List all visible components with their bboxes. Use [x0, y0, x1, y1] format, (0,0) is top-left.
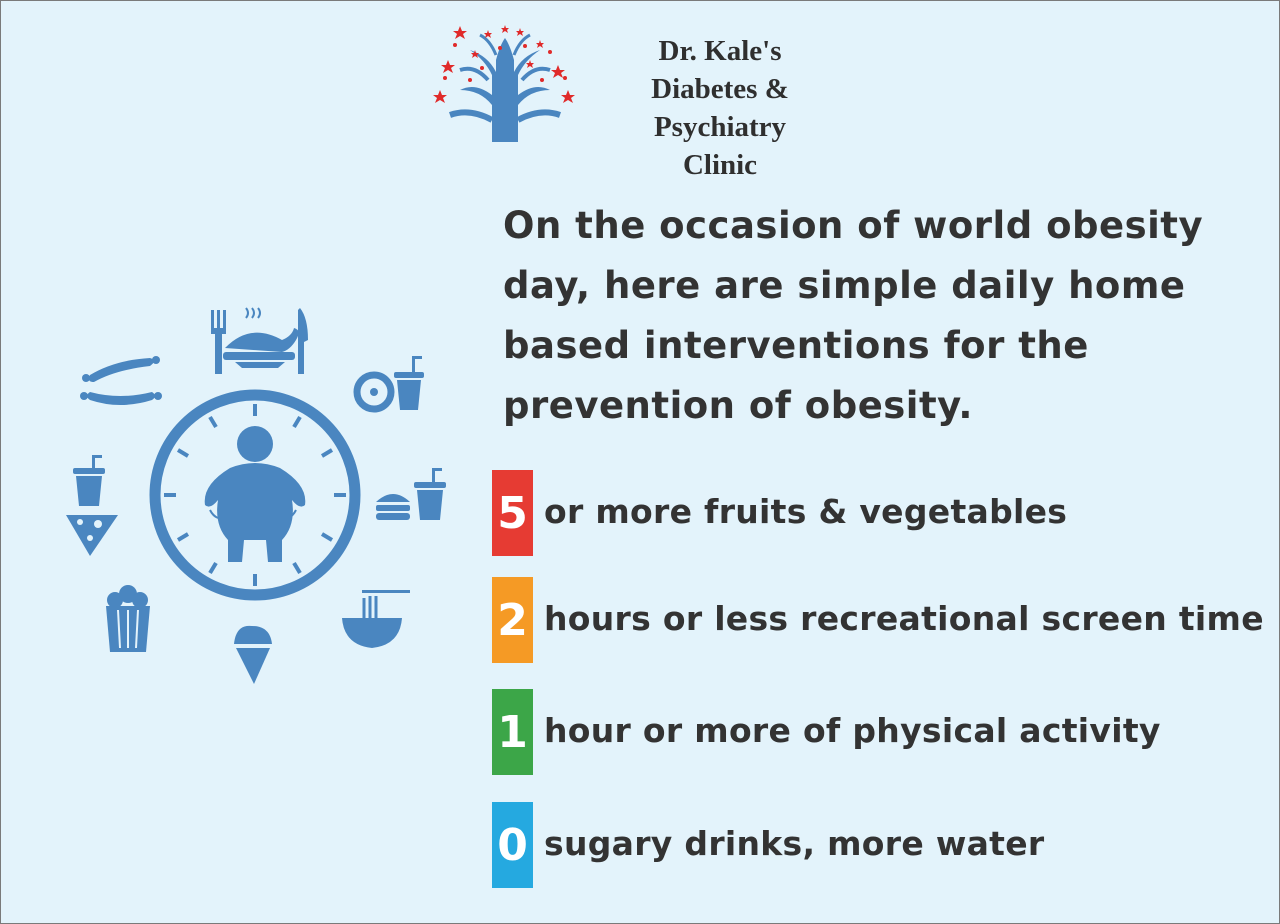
clinic-name-line2: Diabetes & Psychiatry	[651, 73, 789, 143]
noodle-bowl-icon	[342, 590, 410, 648]
soda-cup-icon	[394, 356, 424, 410]
tree-hands-logo-icon	[433, 25, 575, 142]
sausage-icon	[80, 356, 162, 405]
tip-item: 0 sugary drinks, more water	[492, 802, 1277, 888]
tip-number-badge: 5	[492, 470, 533, 556]
clock-icon	[149, 389, 361, 601]
roast-chicken-icon	[223, 307, 299, 368]
soda-cup-icon	[73, 455, 105, 506]
clinic-name: Dr. Kale's Diabetes & Psychiatry Clinic	[585, 32, 855, 184]
tip-item: 1 hour or more of physical activity	[492, 689, 1277, 775]
fork-icon	[211, 310, 226, 374]
clinic-header: Dr. Kale's Diabetes & Psychiatry Clinic	[430, 20, 870, 181]
tip-text: sugary drinks, more water	[544, 824, 1045, 863]
tip-item: 5 or more fruits & vegetables	[492, 470, 1277, 556]
tip-item: 2 hours or less recreational screen time	[492, 577, 1277, 663]
tip-number-badge: 1	[492, 689, 533, 775]
stars	[433, 25, 575, 103]
burger-icon	[376, 494, 410, 520]
obesity-clock-illustration	[66, 307, 446, 684]
knife-icon	[298, 308, 308, 374]
soda-cup-icon	[414, 468, 446, 520]
donut-icon	[353, 371, 395, 413]
obese-person-icon	[204, 426, 306, 562]
tip-text: or more fruits & vegetables	[544, 492, 1068, 531]
clinic-name-line3: Clinic	[682, 149, 758, 181]
tip-number-badge: 2	[492, 577, 533, 663]
pizza-icon	[66, 515, 118, 556]
tip-text: hour or more of physical activity	[544, 711, 1161, 750]
tip-text: hours or less recreational screen time	[544, 599, 1264, 638]
intro-text: On the occasion of world obesity day, he…	[503, 204, 1204, 427]
clinic-name-line1: Dr. Kale's	[658, 35, 782, 67]
ice-cream-icon	[234, 625, 272, 684]
tip-number-badge: 0	[492, 802, 533, 888]
popcorn-icon	[106, 585, 150, 652]
